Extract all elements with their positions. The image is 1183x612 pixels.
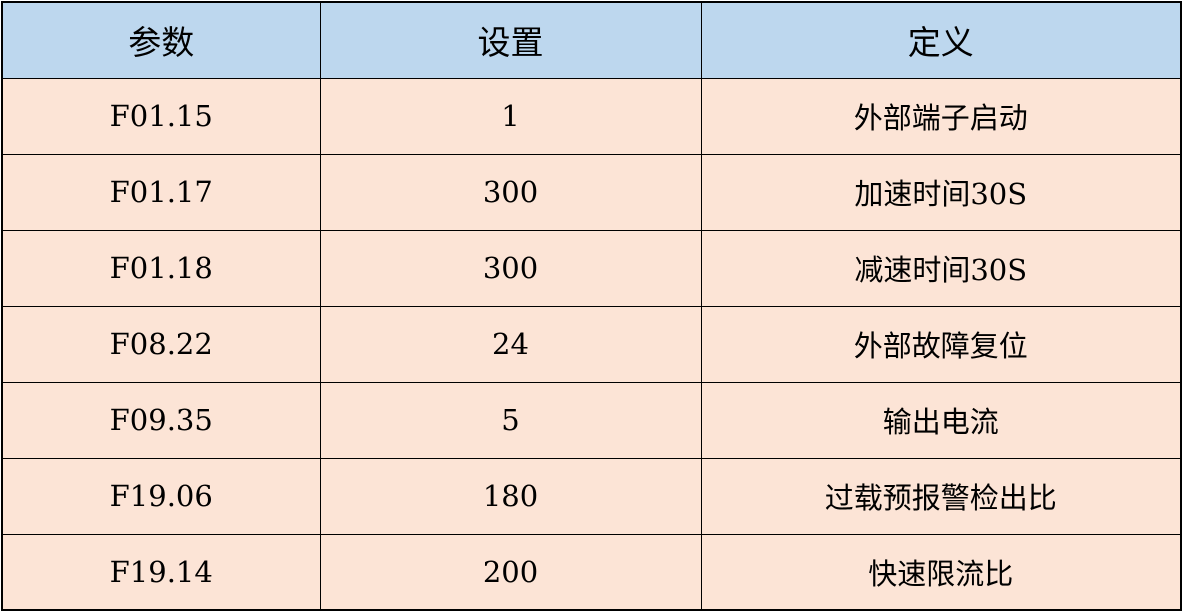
cell-setting: 180	[319, 457, 702, 535]
header-row: 参数 设置 定义	[1, 1, 1182, 79]
cell-definition: 外部故障复位	[700, 305, 1182, 383]
cell-setting: 24	[319, 305, 702, 383]
cell-parameter: F19.14	[1, 533, 321, 611]
header-setting: 设置	[319, 1, 702, 79]
cell-parameter: F08.22	[1, 305, 321, 383]
cell-setting: 300	[319, 229, 702, 307]
table-row: F01.17 300 加速时间30S	[1, 153, 1182, 231]
cell-parameter: F19.06	[1, 457, 321, 535]
table-row: F01.15 1 外部端子启动	[1, 77, 1182, 155]
table-row: F08.22 24 外部故障复位	[1, 305, 1182, 383]
cell-definition: 过载预报警检出比	[700, 457, 1182, 535]
cell-definition: 输出电流	[700, 381, 1182, 459]
cell-setting: 300	[319, 153, 702, 231]
cell-setting: 200	[319, 533, 702, 611]
cell-definition: 减速时间30S	[700, 229, 1182, 307]
cell-parameter: F01.17	[1, 153, 321, 231]
table-row: F19.14 200 快速限流比	[1, 533, 1182, 611]
cell-setting: 5	[319, 381, 702, 459]
cell-definition: 外部端子启动	[700, 77, 1182, 155]
cell-definition: 快速限流比	[700, 533, 1182, 611]
table-row: F01.18 300 减速时间30S	[1, 229, 1182, 307]
cell-setting: 1	[319, 77, 702, 155]
table-row: F09.35 5 输出电流	[1, 381, 1182, 459]
cell-parameter: F01.18	[1, 229, 321, 307]
cell-parameter: F01.15	[1, 77, 321, 155]
header-definition: 定义	[700, 1, 1182, 79]
header-parameter: 参数	[1, 1, 321, 79]
table-row: F19.06 180 过载预报警检出比	[1, 457, 1182, 535]
cell-definition: 加速时间30S	[700, 153, 1182, 231]
cell-parameter: F09.35	[1, 381, 321, 459]
